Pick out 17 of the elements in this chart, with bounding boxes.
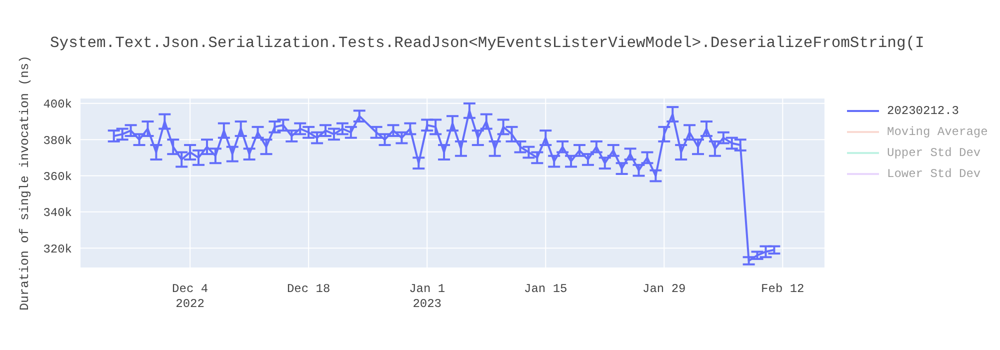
x-tick-label: Feb 12 bbox=[761, 282, 804, 296]
x-tick-label: Jan 15 bbox=[524, 282, 568, 296]
legend-label: Moving Average bbox=[887, 124, 988, 138]
y-tick-label: 340k bbox=[43, 206, 72, 220]
y-axis-title: Duration of single invocation (ns) bbox=[18, 55, 32, 311]
x-tick-label: Jan 1 2023 bbox=[409, 282, 446, 311]
x-tick-label: Dec 4 2022 bbox=[172, 282, 208, 311]
y-tick-label: 400k bbox=[43, 98, 72, 112]
legend-label: Lower Std Dev bbox=[887, 166, 981, 180]
chart-title: System.Text.Json.Serialization.Tests.ReadJson<MyEventsListerViewModel>.DeserializeFromString(I bbox=[50, 34, 924, 52]
y-tick-label: 360k bbox=[43, 170, 72, 184]
x-tick-label: Dec 18 bbox=[286, 282, 330, 296]
legend-label: Upper Std Dev bbox=[887, 146, 981, 160]
y-tick-label: 320k bbox=[43, 242, 72, 256]
y-tick-label: 380k bbox=[43, 134, 72, 148]
legend-label: 20230212.3 bbox=[887, 104, 960, 118]
x-tick-label: Jan 29 bbox=[642, 282, 686, 296]
